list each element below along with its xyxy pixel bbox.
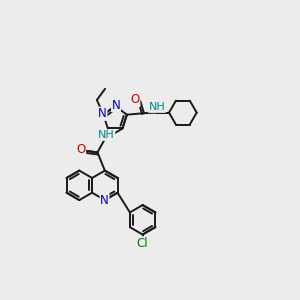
- Text: N: N: [98, 107, 107, 120]
- Text: O: O: [130, 94, 140, 106]
- Text: O: O: [76, 143, 85, 157]
- Text: NH: NH: [98, 130, 115, 140]
- Text: N: N: [112, 99, 120, 112]
- Text: NH: NH: [148, 102, 165, 112]
- Text: Cl: Cl: [137, 237, 148, 250]
- Text: N: N: [100, 194, 109, 207]
